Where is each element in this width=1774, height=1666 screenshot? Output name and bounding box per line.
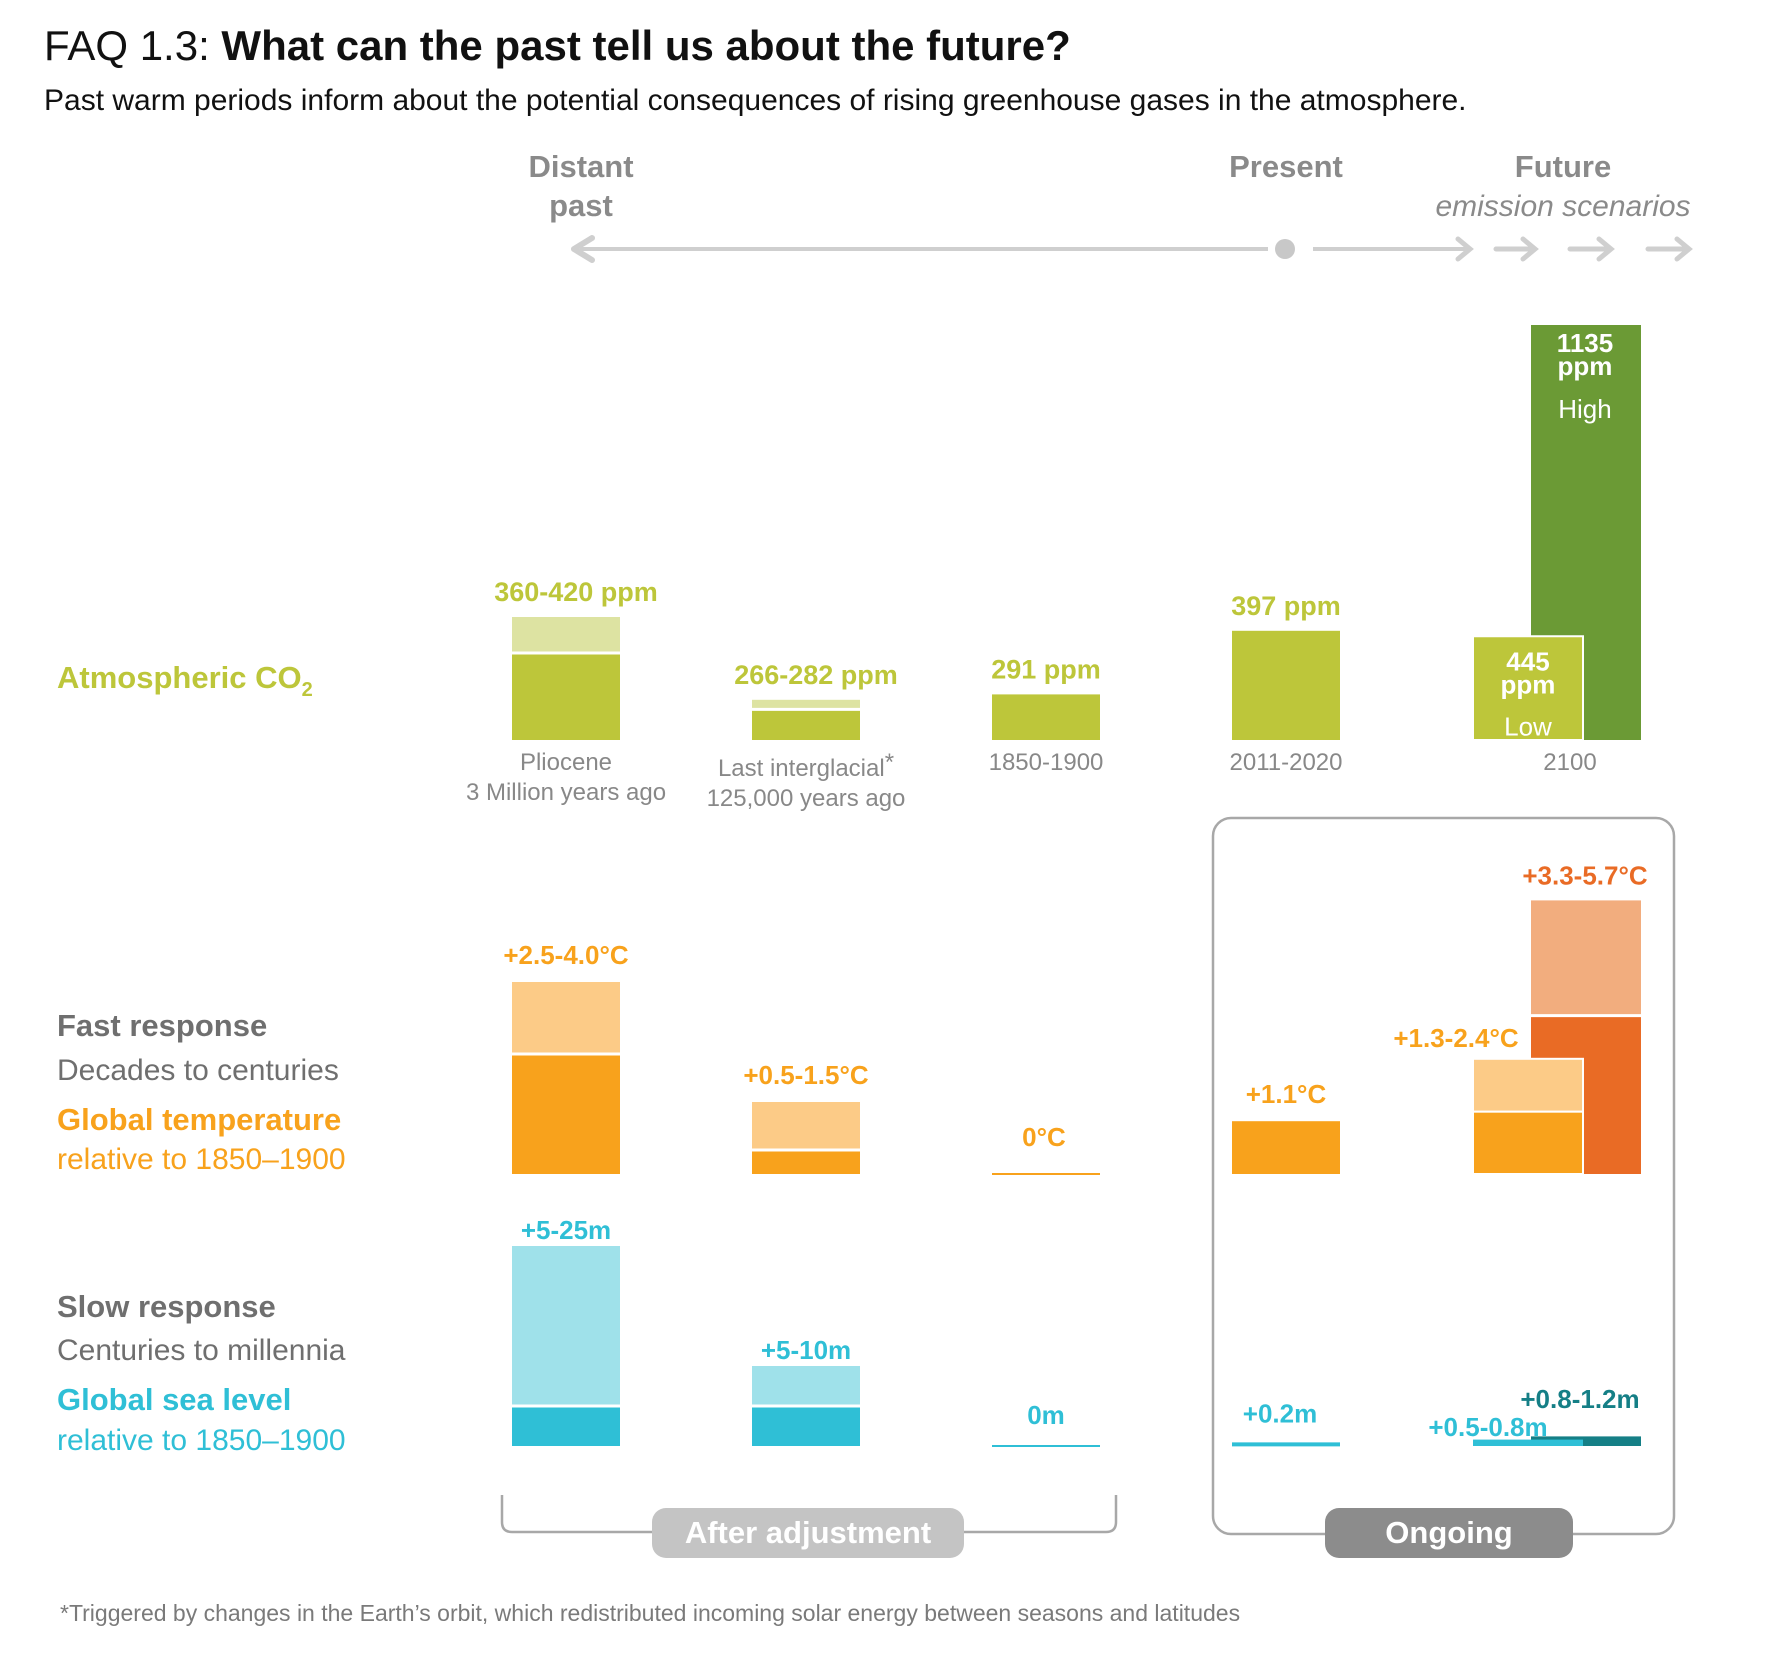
timeline-arrowhead-1 bbox=[1455, 236, 1474, 262]
sea-level-row-sub: relative to 1850–1900 bbox=[57, 1424, 346, 1457]
co2-2100-high-unit: ppm bbox=[1558, 351, 1613, 381]
co2-bar-0 bbox=[512, 653, 620, 740]
sea-level-range-1 bbox=[752, 1366, 860, 1406]
category-sublabel-1: 125,000 years ago bbox=[707, 785, 906, 812]
sea-level-value-label-1: +5-10m bbox=[761, 1335, 851, 1365]
category-label-4: 2100 bbox=[1543, 749, 1596, 776]
co2-value-label-2: 291 ppm bbox=[991, 654, 1101, 684]
co2-2100-low-value: 445 bbox=[1506, 646, 1549, 676]
sea-level-2100-low-label: +0.5-0.8m bbox=[1428, 1412, 1547, 1442]
faq-label: FAQ 1.3: bbox=[44, 22, 210, 69]
brackets: After adjustment Ongoing bbox=[500, 816, 1676, 1558]
co2-bar-1 bbox=[752, 709, 860, 740]
timeline-future-sub: emission scenarios bbox=[1435, 190, 1690, 223]
ongoing-pill bbox=[1325, 1508, 1573, 1558]
temperature-value-label-0: +2.5-4.0°C bbox=[503, 940, 629, 970]
slow-response-title: Slow response bbox=[57, 1289, 276, 1324]
co2-value-label-1: 266-282 ppm bbox=[734, 660, 898, 690]
timeline-distant-line2: past bbox=[549, 188, 613, 223]
timeline-arrowhead-2 bbox=[1493, 236, 1539, 262]
temperature-2100-high-label: +3.3-5.7°C bbox=[1522, 860, 1648, 890]
footnote: *Triggered by changes in the Earth’s orb… bbox=[60, 1600, 1240, 1626]
co2-bar-2100-low bbox=[1472, 635, 1584, 741]
category-label-1: Last interglacial* bbox=[718, 749, 894, 782]
sea-level-2100-high-label: +0.8-1.2m bbox=[1520, 1384, 1639, 1414]
category-label-3: 2011-2020 bbox=[1230, 749, 1343, 776]
temperature-range-2100-high bbox=[1531, 900, 1641, 1016]
sea-level-value-label-2: 0m bbox=[1027, 1400, 1065, 1430]
timeline-future: Future bbox=[1515, 149, 1611, 184]
after-adjustment-label: After adjustment bbox=[685, 1515, 931, 1550]
sea-level-value-label-3: +0.2m bbox=[1243, 1398, 1317, 1428]
co2-range-1 bbox=[752, 699, 860, 710]
timeline-arrowhead-3 bbox=[1567, 236, 1615, 262]
faq-question: What can the past tell us about the futu… bbox=[221, 22, 1071, 69]
co2-2100-low-unit: ppm bbox=[1501, 669, 1556, 699]
temperature-value-label-2: 0°C bbox=[1022, 1122, 1066, 1152]
temperature-value-label-3: +1.1°C bbox=[1246, 1079, 1327, 1109]
header: FAQ 1.3: What can the past tell us about… bbox=[44, 20, 1744, 120]
co2-row-label-text: Atmospheric CO bbox=[57, 660, 302, 695]
category-sublabel-0: 3 Million years ago bbox=[466, 779, 666, 806]
sea-level-range-0 bbox=[512, 1246, 620, 1406]
co2-row-label-subscript: 2 bbox=[302, 679, 313, 701]
co2-value-label-0: 360-420 ppm bbox=[494, 577, 658, 607]
timeline-left-arrowhead bbox=[571, 235, 595, 263]
co2-2100-high-scenario: High bbox=[1558, 394, 1611, 424]
temperature-row-sub: relative to 1850–1900 bbox=[57, 1143, 346, 1176]
fast-response-title: Fast response bbox=[57, 1008, 267, 1043]
fast-response-sub: Decades to centuries bbox=[57, 1054, 339, 1087]
sea-level-bar-2100-low bbox=[1473, 1439, 1583, 1446]
sea-level-bar-0 bbox=[512, 1406, 620, 1446]
timeline-distant-line1: Distant bbox=[528, 149, 633, 184]
temperature-range-1 bbox=[752, 1102, 860, 1150]
temperature-bar-0 bbox=[512, 1054, 620, 1174]
temperature-2100-low-label: +1.3-2.4°C bbox=[1393, 1023, 1519, 1053]
faq-subtitle: Past warm periods inform about the poten… bbox=[44, 84, 1467, 117]
temperature-bar-2100-low bbox=[1472, 1110, 1584, 1175]
faq-title: FAQ 1.3: What can the past tell us about… bbox=[44, 20, 1744, 72]
slow-response-sub: Centuries to millennia bbox=[57, 1334, 346, 1367]
timeline-arrowhead-4 bbox=[1645, 236, 1693, 262]
ongoing-label: Ongoing bbox=[1385, 1515, 1512, 1550]
category-label-0: Pliocene bbox=[520, 749, 612, 776]
timeline: Distant past Present Future emission sce… bbox=[528, 149, 1693, 263]
sea-level-bar-2100-high bbox=[1531, 1436, 1641, 1446]
category-footnote-star: * bbox=[885, 749, 894, 776]
co2-value-label-3: 397 ppm bbox=[1231, 591, 1341, 621]
sea-level-value-label-0: +5-25m bbox=[521, 1215, 611, 1245]
row-labels: Atmospheric CO2 Fast response Decades to… bbox=[57, 660, 346, 1457]
after-adjustment-pill bbox=[652, 1508, 964, 1558]
temperature-value-label-1: +0.5-1.5°C bbox=[743, 1060, 869, 1090]
category-label-2: 1850-1900 bbox=[989, 749, 1104, 776]
sea-level-bar-1 bbox=[752, 1406, 860, 1446]
temperature-bar-3 bbox=[1232, 1121, 1340, 1174]
co2-row-label: Atmospheric CO2 bbox=[57, 660, 313, 701]
timeline-present-dot bbox=[1275, 239, 1295, 259]
temperature-bar-1 bbox=[752, 1150, 860, 1174]
co2-2100-high-value: 1135 bbox=[1557, 328, 1613, 358]
bar-marks: 360-420 ppm 266-282 ppm 291 ppm 397 ppm 1135… bbox=[466, 325, 1648, 1447]
co2-bar-3 bbox=[1232, 630, 1340, 740]
sea-level-row-title: Global sea level bbox=[57, 1382, 291, 1417]
timeline-present: Present bbox=[1229, 149, 1343, 184]
temperature-range-0 bbox=[512, 982, 620, 1054]
temperature-row-title: Global temperature bbox=[57, 1102, 341, 1137]
co2-range-0 bbox=[512, 617, 620, 653]
temperature-range-2100-low bbox=[1472, 1057, 1584, 1113]
co2-bar-2 bbox=[992, 694, 1100, 740]
co2-2100-low-scenario: Low bbox=[1504, 711, 1552, 741]
